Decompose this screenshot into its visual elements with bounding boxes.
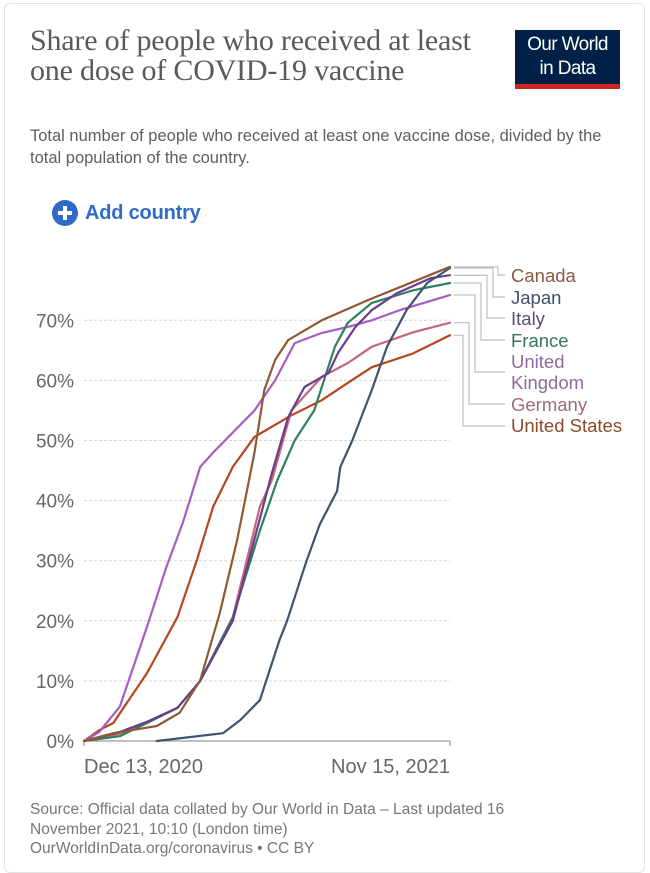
legend-connector	[454, 294, 505, 373]
series-line-united-kingdom[interactable]	[82, 294, 452, 743]
y-tick-label: 30%	[36, 552, 74, 573]
series-lines	[82, 265, 452, 743]
y-tick-label: 0%	[47, 732, 75, 753]
legend-label-united-states[interactable]: United States	[511, 415, 622, 436]
y-tick-label: 40%	[36, 492, 74, 513]
y-tick-label: 20%	[36, 612, 74, 633]
series-line-canada[interactable]	[82, 265, 452, 743]
legend-label-united-kingdom[interactable]: Kingdom	[511, 372, 584, 393]
source-link[interactable]: OurWorldInData.org/coronavirus • CC BY	[30, 840, 315, 857]
y-tick-label: 70%	[36, 311, 74, 332]
y-tick-label: 10%	[36, 672, 74, 693]
logo-line-1: Our World	[527, 34, 608, 55]
x-tick-label-start: Dec 13, 2020	[84, 756, 203, 778]
legend-connector	[454, 334, 505, 427]
legend-connector	[454, 282, 505, 341]
legend-label-italy[interactable]: Italy	[511, 308, 546, 329]
legend-connector	[454, 322, 505, 405]
add-country-label: Add country	[85, 201, 201, 224]
y-tick-label: 50%	[36, 432, 74, 453]
legend-label-france[interactable]: France	[511, 330, 569, 351]
legend-label-united-kingdom[interactable]: United	[511, 351, 564, 372]
chart-subtitle: Total number of people who received at l…	[30, 127, 602, 167]
gridlines	[84, 319, 450, 682]
footer: Source: Official data collated by Our Wo…	[30, 800, 630, 859]
y-tick-label: 60%	[36, 371, 74, 392]
legend-connector	[454, 267, 505, 298]
source-line-2: November 2021, 10:10 (London time)	[30, 820, 288, 838]
legend: CanadaJapanItalyFranceUnitedKingdomGerma…	[454, 265, 622, 436]
legend-connector	[454, 266, 505, 276]
legend-connector	[454, 274, 505, 319]
x-tick-label-end: Nov 15, 2021	[331, 756, 450, 778]
series-line-united-states[interactable]	[82, 334, 452, 743]
y-axis: 0% 10% 20% 30% 40% 50% 60% 70%	[36, 311, 74, 753]
series-line-japan[interactable]	[155, 266, 452, 743]
plus-circle-icon	[52, 200, 78, 226]
x-axis: Dec 13, 2020 Nov 15, 2021	[83, 740, 451, 778]
source-line-1: Source: Official data collated by Our Wo…	[30, 801, 505, 818]
legend-label-germany[interactable]: Germany	[511, 394, 588, 415]
add-country-button[interactable]: Add country	[52, 200, 201, 226]
chart-title: Share of people who received at least on…	[30, 24, 471, 87]
series-line-france[interactable]	[82, 281, 452, 743]
series-line-italy[interactable]	[82, 274, 452, 743]
legend-label-canada[interactable]: Canada	[511, 265, 577, 286]
legend-label-japan[interactable]: Japan	[511, 287, 561, 308]
owid-logo[interactable]: Our World in Data	[515, 30, 620, 89]
logo-line-2: in Data	[539, 58, 596, 79]
